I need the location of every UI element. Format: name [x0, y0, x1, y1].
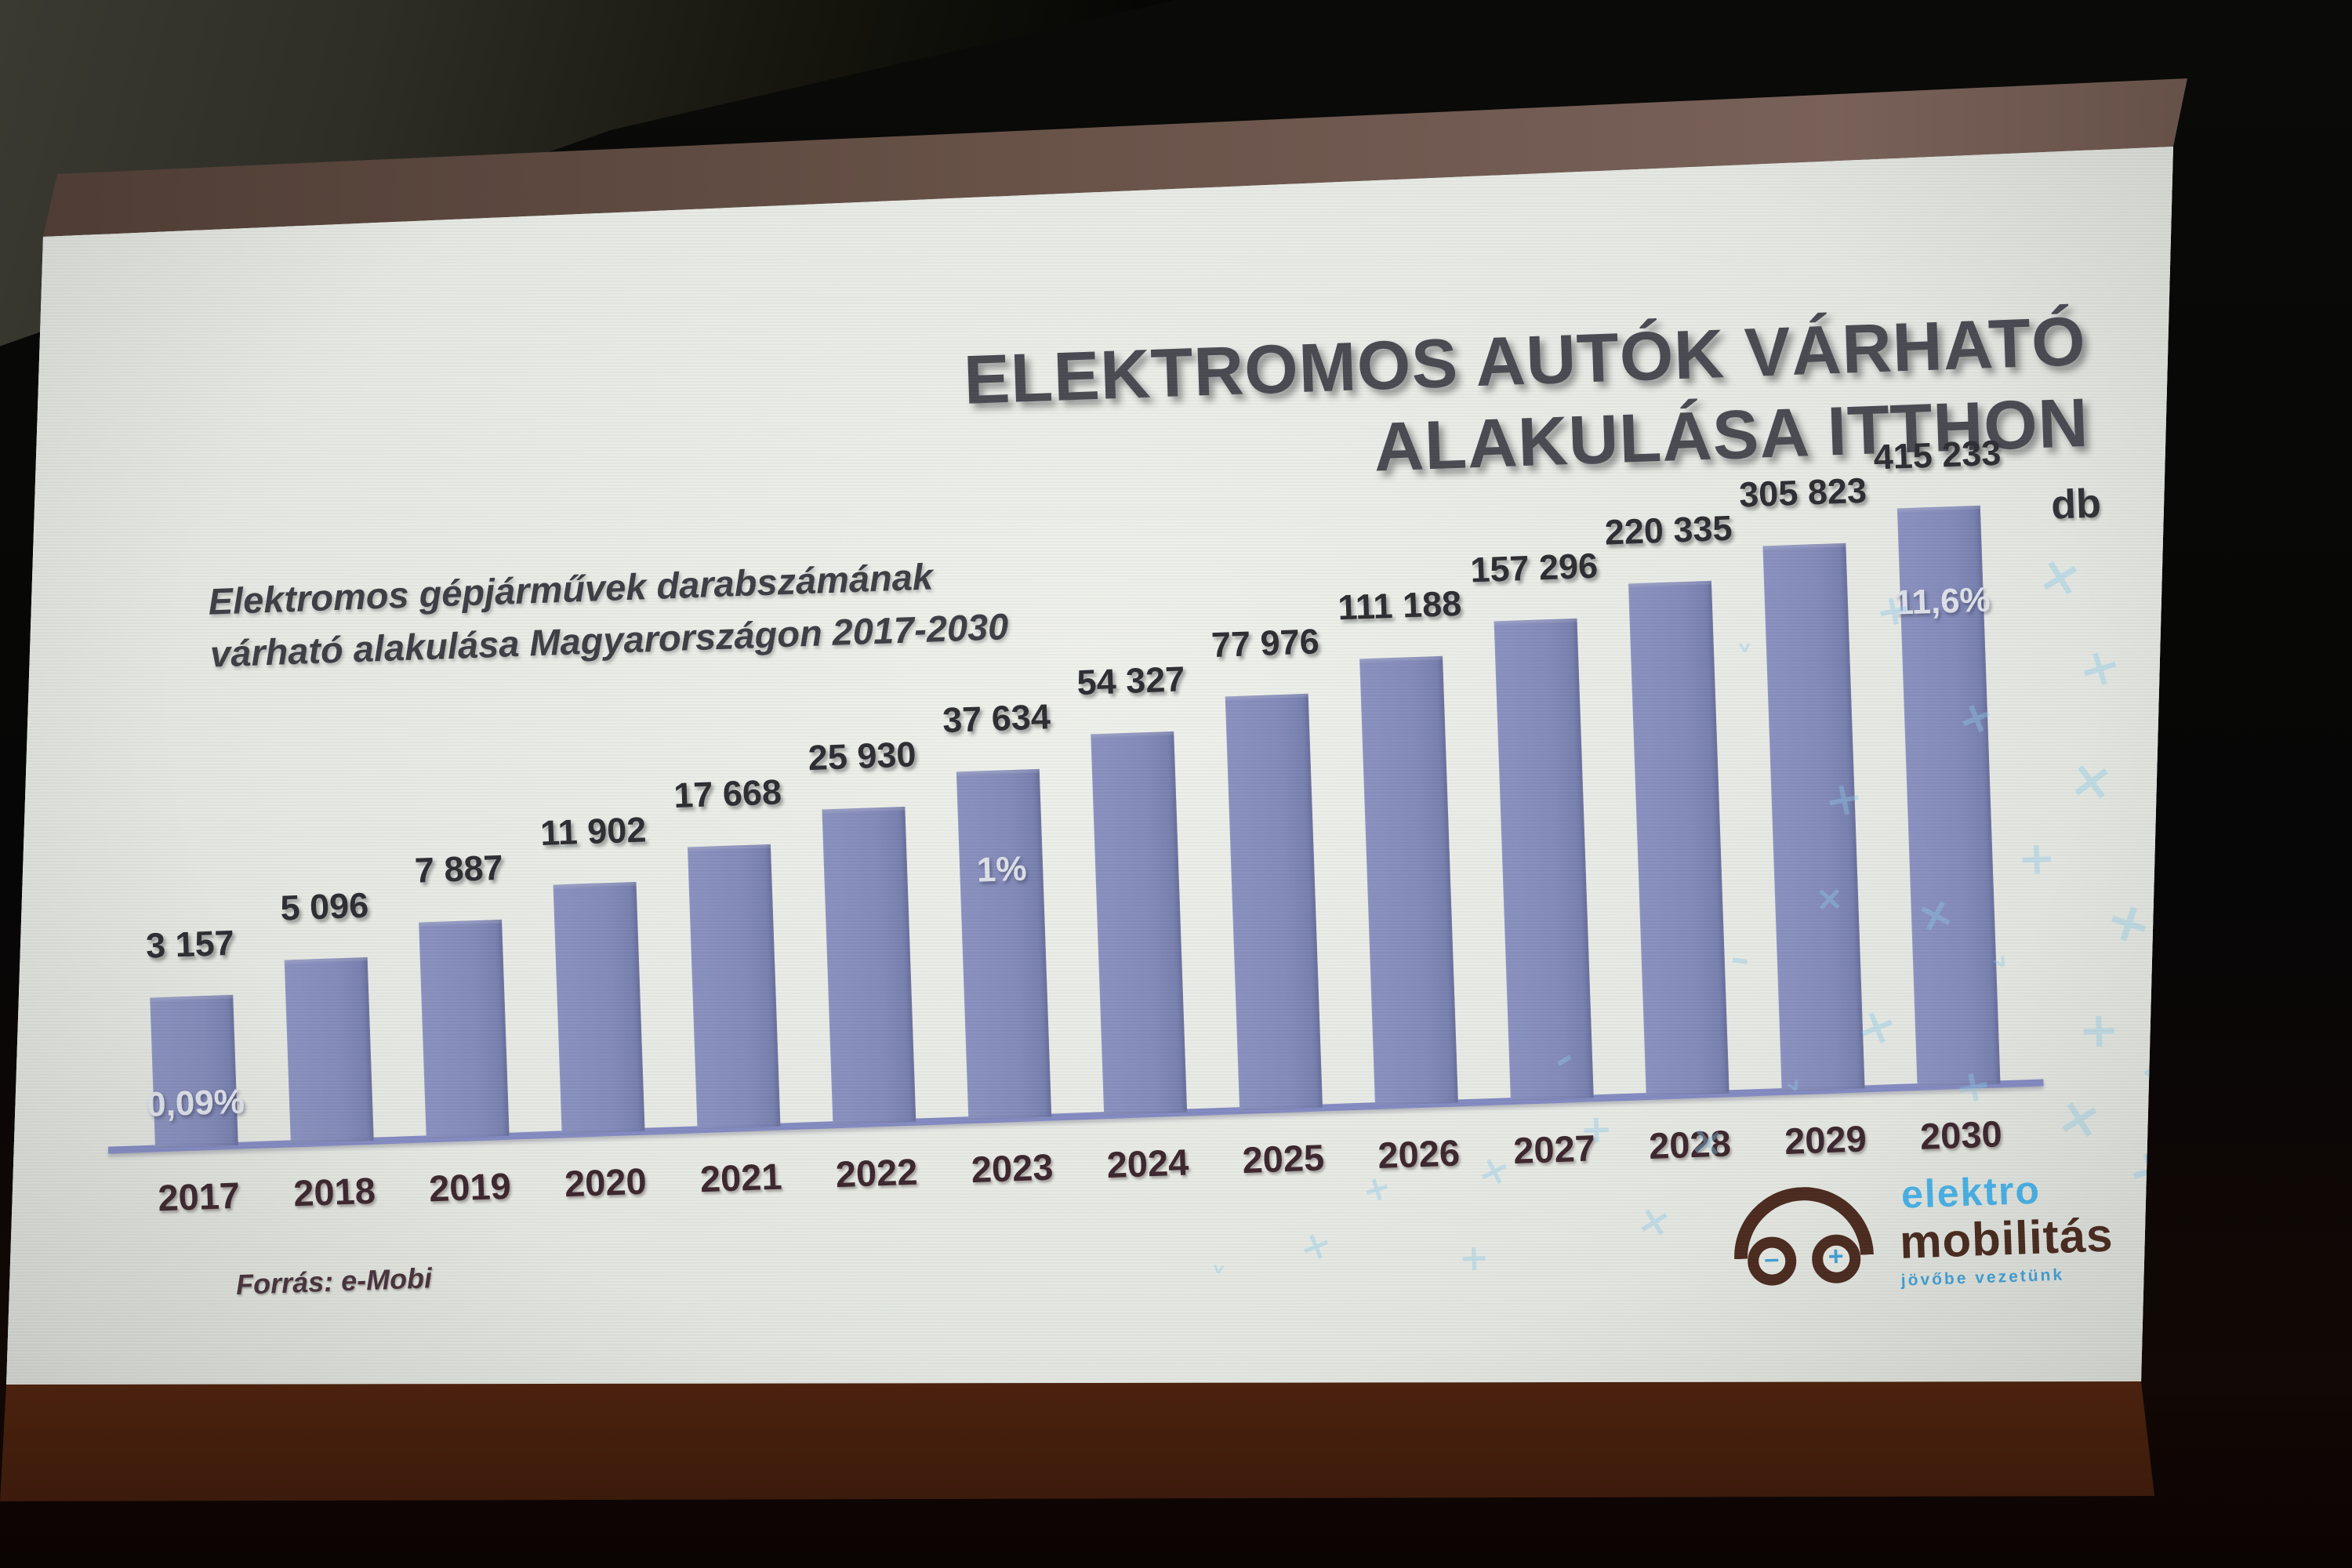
pattern-x-icon: × — [1814, 878, 1845, 920]
car-icon: – + — [1731, 1184, 1875, 1287]
bar — [1091, 731, 1188, 1116]
bar-year-label: 2020 — [564, 1160, 648, 1205]
bar-year-label: 2024 — [1105, 1141, 1190, 1186]
bar-annotation: 1% — [976, 849, 1028, 890]
bar-value-label: 305 823 — [1738, 470, 1867, 515]
bar-year-label: 2017 — [157, 1174, 241, 1219]
bar-group: 37 634 2023 1% — [931, 696, 1078, 1190]
bar-value-label: 3 157 — [145, 922, 235, 966]
bar-value-label: 415 233 — [1872, 432, 2002, 477]
bar-group: 3 157 2017 0,09% — [124, 923, 265, 1219]
bar — [956, 768, 1052, 1120]
bar-value-label: 157 296 — [1469, 545, 1599, 590]
bar — [150, 994, 238, 1149]
brand-mobilitas: mobilitás — [1898, 1208, 2114, 1269]
plus-symbol: + — [1828, 1241, 1845, 1272]
pattern-x-icon: × — [1686, 1116, 1728, 1168]
brand-logo: – + elektro mobilitás jövőbe vezetünk — [1731, 1167, 2114, 1294]
bar-value-label: 17 668 — [673, 771, 782, 816]
bar-year-label: 2023 — [970, 1145, 1054, 1191]
bar-year-label: 2026 — [1377, 1131, 1461, 1177]
bar-year-label: 2025 — [1241, 1136, 1325, 1181]
bar — [687, 844, 781, 1130]
bar-value-label: 37 634 — [942, 696, 1051, 741]
bar-year-label: 2019 — [428, 1164, 512, 1210]
bar-value-label: 25 930 — [807, 734, 917, 779]
bar — [822, 806, 916, 1125]
bar-year-label: 2021 — [699, 1155, 783, 1200]
slide: ELEKTROMOS AUTÓK VÁRHATÓ ALAKULÁSA ITTHO… — [6, 147, 2173, 1376]
bar-year-label: 2030 — [1919, 1112, 2003, 1157]
bar-year-label: 2029 — [1784, 1117, 1867, 1162]
bar-value-label: 11 902 — [539, 809, 648, 854]
bar — [1225, 693, 1323, 1111]
pattern-x-icon: × — [2066, 747, 2118, 814]
brand-elektro: elektro — [1900, 1167, 2042, 1217]
bar-year-label: 2022 — [834, 1150, 919, 1196]
bar-group: 5 096 2018 — [259, 885, 401, 1214]
bar-group: 17 668 2021 — [662, 771, 807, 1200]
bar-group: 220 335 2028 — [1602, 508, 1756, 1167]
pattern-x-icon: + — [1579, 1105, 1614, 1153]
minus-symbol: – — [1763, 1243, 1780, 1274]
bar — [553, 881, 645, 1134]
bar — [1359, 655, 1458, 1106]
bar-group: 111 188 2026 — [1334, 583, 1485, 1176]
bar-group: 54 327 2024 — [1065, 659, 1214, 1185]
bar-value-label: 5 096 — [279, 884, 369, 928]
pattern-x-icon: ˅ — [1735, 637, 1755, 681]
pattern-x-icon: + — [2077, 1000, 2121, 1059]
bar-group: 157 296 2027 — [1468, 546, 1621, 1171]
bar-value-label: 220 335 — [1603, 507, 1733, 553]
bar-value-label: 111 188 — [1337, 583, 1462, 628]
bar-year-label: 2018 — [292, 1169, 376, 1214]
source-text: Forrás: e-Mobi — [235, 1261, 433, 1301]
pattern-x-icon: + — [2016, 830, 2057, 886]
bar — [1494, 618, 1594, 1102]
bar — [1628, 580, 1730, 1097]
bar-group: 77 976 2025 — [1200, 621, 1349, 1181]
bar — [284, 956, 374, 1144]
bar-value-label: 77 976 — [1210, 621, 1320, 666]
logo-text: elektro mobilitás jövőbe vezetünk — [1897, 1167, 2114, 1290]
bar-annotation: 0,09% — [146, 1082, 245, 1124]
bar-group: 7 887 2019 — [393, 848, 536, 1210]
bar-group: 11 902 2020 — [528, 809, 672, 1204]
bar-value-label: 54 327 — [1076, 659, 1186, 703]
bar — [419, 919, 510, 1139]
bar-group: 25 930 2022 — [796, 734, 942, 1195]
bar-value-label: 7 887 — [414, 847, 504, 891]
pattern-x-icon: + — [1457, 1236, 1490, 1279]
